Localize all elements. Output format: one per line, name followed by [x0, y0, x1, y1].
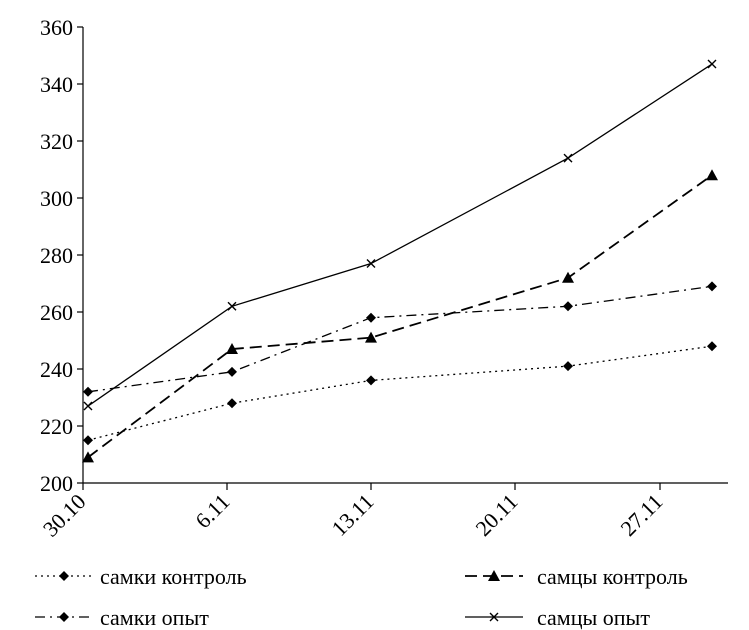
series-line: [87, 63, 713, 407]
series-line: [87, 285, 713, 393]
legend-marker: [488, 570, 500, 581]
legend: самки контроль самцы контроль самки опыт са…: [35, 564, 688, 630]
y-tick-label: 300: [40, 186, 73, 211]
series-4: [83, 59, 717, 411]
series-line: [87, 174, 713, 459]
y-tick-label: 260: [40, 300, 73, 325]
data-point: [83, 435, 93, 446]
legend-marker: [489, 612, 499, 622]
x-tick-label: 13.11: [326, 489, 378, 541]
data-point: [706, 169, 718, 181]
y-tick-label: 280: [40, 243, 73, 268]
data-point: [563, 153, 573, 163]
data-point: [227, 301, 237, 311]
y-tick-label: 320: [40, 129, 73, 154]
data-point: [366, 312, 376, 323]
x-tick-label: 20.11: [470, 489, 522, 541]
axes-layer: 200 220 240 260 280 300 320 340 360 30.10 6.11 13.1…: [38, 15, 728, 542]
legend-item: самцы опыт: [465, 605, 650, 630]
x-tick-label: 30.10: [38, 489, 91, 542]
data-point: [227, 398, 237, 409]
legend-label: самки контроль: [100, 564, 247, 589]
y-tick-label: 340: [40, 72, 73, 97]
y-tick-label: 240: [40, 357, 73, 382]
y-tick-label: 220: [40, 414, 73, 439]
series-layer: [82, 59, 718, 463]
data-point: [707, 59, 717, 69]
legend-label: самцы опыт: [537, 605, 650, 630]
legend-marker: [59, 571, 69, 581]
data-point: [366, 375, 376, 386]
series-line: [87, 345, 713, 441]
series-3: [83, 281, 717, 397]
data-point: [83, 401, 93, 411]
legend-marker: [59, 612, 69, 622]
data-point: [83, 386, 93, 397]
data-point: [366, 259, 376, 269]
data-point: [365, 331, 377, 343]
data-point: [707, 281, 717, 292]
series-2: [82, 169, 718, 463]
data-point: [707, 341, 717, 352]
series-1: [83, 341, 717, 446]
y-tick-label: 200: [40, 471, 73, 496]
data-point: [563, 301, 573, 312]
data-point: [226, 343, 238, 355]
data-point: [562, 271, 574, 283]
x-tick-label: 6.11: [190, 489, 234, 533]
data-point: [227, 366, 237, 377]
y-tick-label: 360: [40, 15, 73, 40]
legend-item: самки контроль: [35, 564, 247, 589]
legend-label: самки опыт: [100, 605, 209, 630]
legend-item: самки опыт: [35, 605, 209, 630]
legend-item: самцы контроль: [465, 564, 688, 589]
data-point: [563, 361, 573, 372]
x-tick-label: 27.11: [615, 489, 667, 541]
data-point: [82, 451, 94, 463]
legend-label: самцы контроль: [537, 564, 688, 589]
